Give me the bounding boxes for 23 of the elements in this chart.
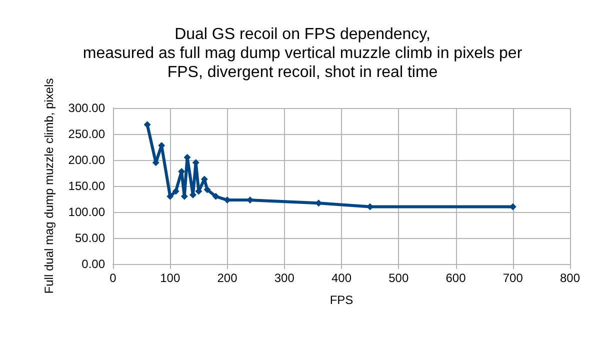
x-tick-label: 100 [160,271,180,285]
point [172,188,180,195]
y-tick-label: 200.00 [68,153,106,167]
x-tick-label: 500 [388,271,409,285]
x-axis-title: FPS [330,293,354,307]
point [212,192,220,200]
y-tick-label: 50.00 [74,231,106,245]
x-tick-label: 200 [217,271,238,285]
point [144,121,151,128]
x-tick-label: 400 [331,271,352,285]
x-tick-label: 600 [446,271,466,285]
point [204,186,211,194]
y-tick-label: 100.00 [68,205,106,219]
x-tick-label: 700 [502,271,524,285]
x-tick-label: 300 [274,271,295,285]
y-tick-label: 250.00 [68,127,106,141]
y-tick-label: 300.00 [68,101,106,115]
y-axis-title: Full dual mag dump muzzle climb, pixels [42,78,56,294]
x-tick-label: 800 [560,271,580,285]
y-tick-label: 150.00 [68,179,106,193]
x-tick-label: 0 [110,271,117,285]
y-tick-label: 0.00 [82,257,106,271]
chart-title: Dual GS recoil on FPS dependency, measured as full mag dump vertical muzzle climb in pixels per FPS, divergent recoil, shot in real time [82,26,523,81]
